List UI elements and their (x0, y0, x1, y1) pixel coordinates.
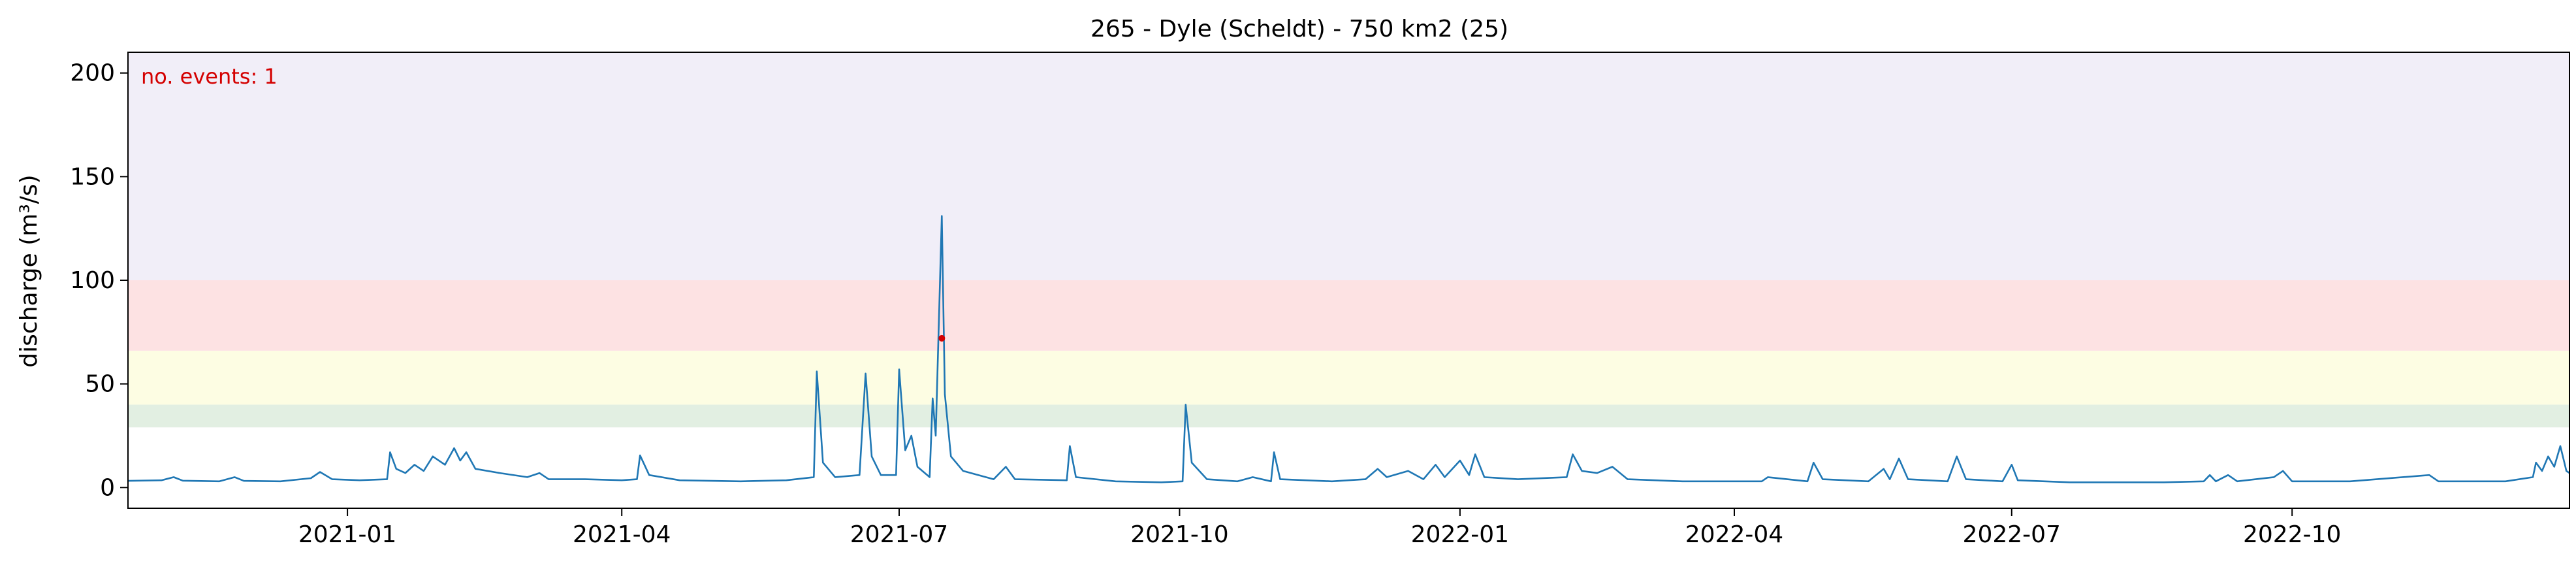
x-tick-label: 2021-04 (573, 521, 671, 548)
x-axis: 2021-01 2021-04 2021-07 2021-10 2022-01 2022-… (298, 508, 2341, 548)
threshold-band-2 (128, 350, 2569, 405)
threshold-band-4 (128, 52, 2569, 280)
events-count-annotation: no. events: 1 (141, 64, 278, 89)
x-tick-label: 2022-10 (2243, 521, 2341, 548)
threshold-band-3 (128, 280, 2569, 351)
discharge-series-line (127, 215, 2570, 483)
severity-bands (128, 52, 2569, 428)
y-axis-label: discharge (m³/s) (16, 174, 42, 367)
y-axis: 0 50 100 150 200 (70, 60, 128, 501)
y-tick-label: 0 (100, 474, 115, 501)
events-layer (938, 334, 946, 342)
y-tick-label: 150 (70, 163, 115, 190)
event-marker (938, 334, 946, 342)
x-tick-label: 2021-01 (298, 521, 396, 548)
x-tick-label: 2022-01 (1411, 521, 1509, 548)
y-tick-label: 200 (70, 60, 115, 87)
x-tick-label: 2021-07 (850, 521, 948, 548)
x-tick-label: 2021-10 (1130, 521, 1228, 548)
y-tick-label: 100 (70, 267, 115, 294)
chart-title: 265 - Dyle (Scheldt) - 750 km2 (25) (1090, 16, 1508, 42)
threshold-band-1 (128, 404, 2569, 428)
y-tick-label: 50 (85, 371, 115, 398)
x-tick-label: 2022-04 (1685, 521, 1783, 548)
series-layer (127, 215, 2570, 483)
x-tick-label: 2022-07 (1963, 521, 2061, 548)
